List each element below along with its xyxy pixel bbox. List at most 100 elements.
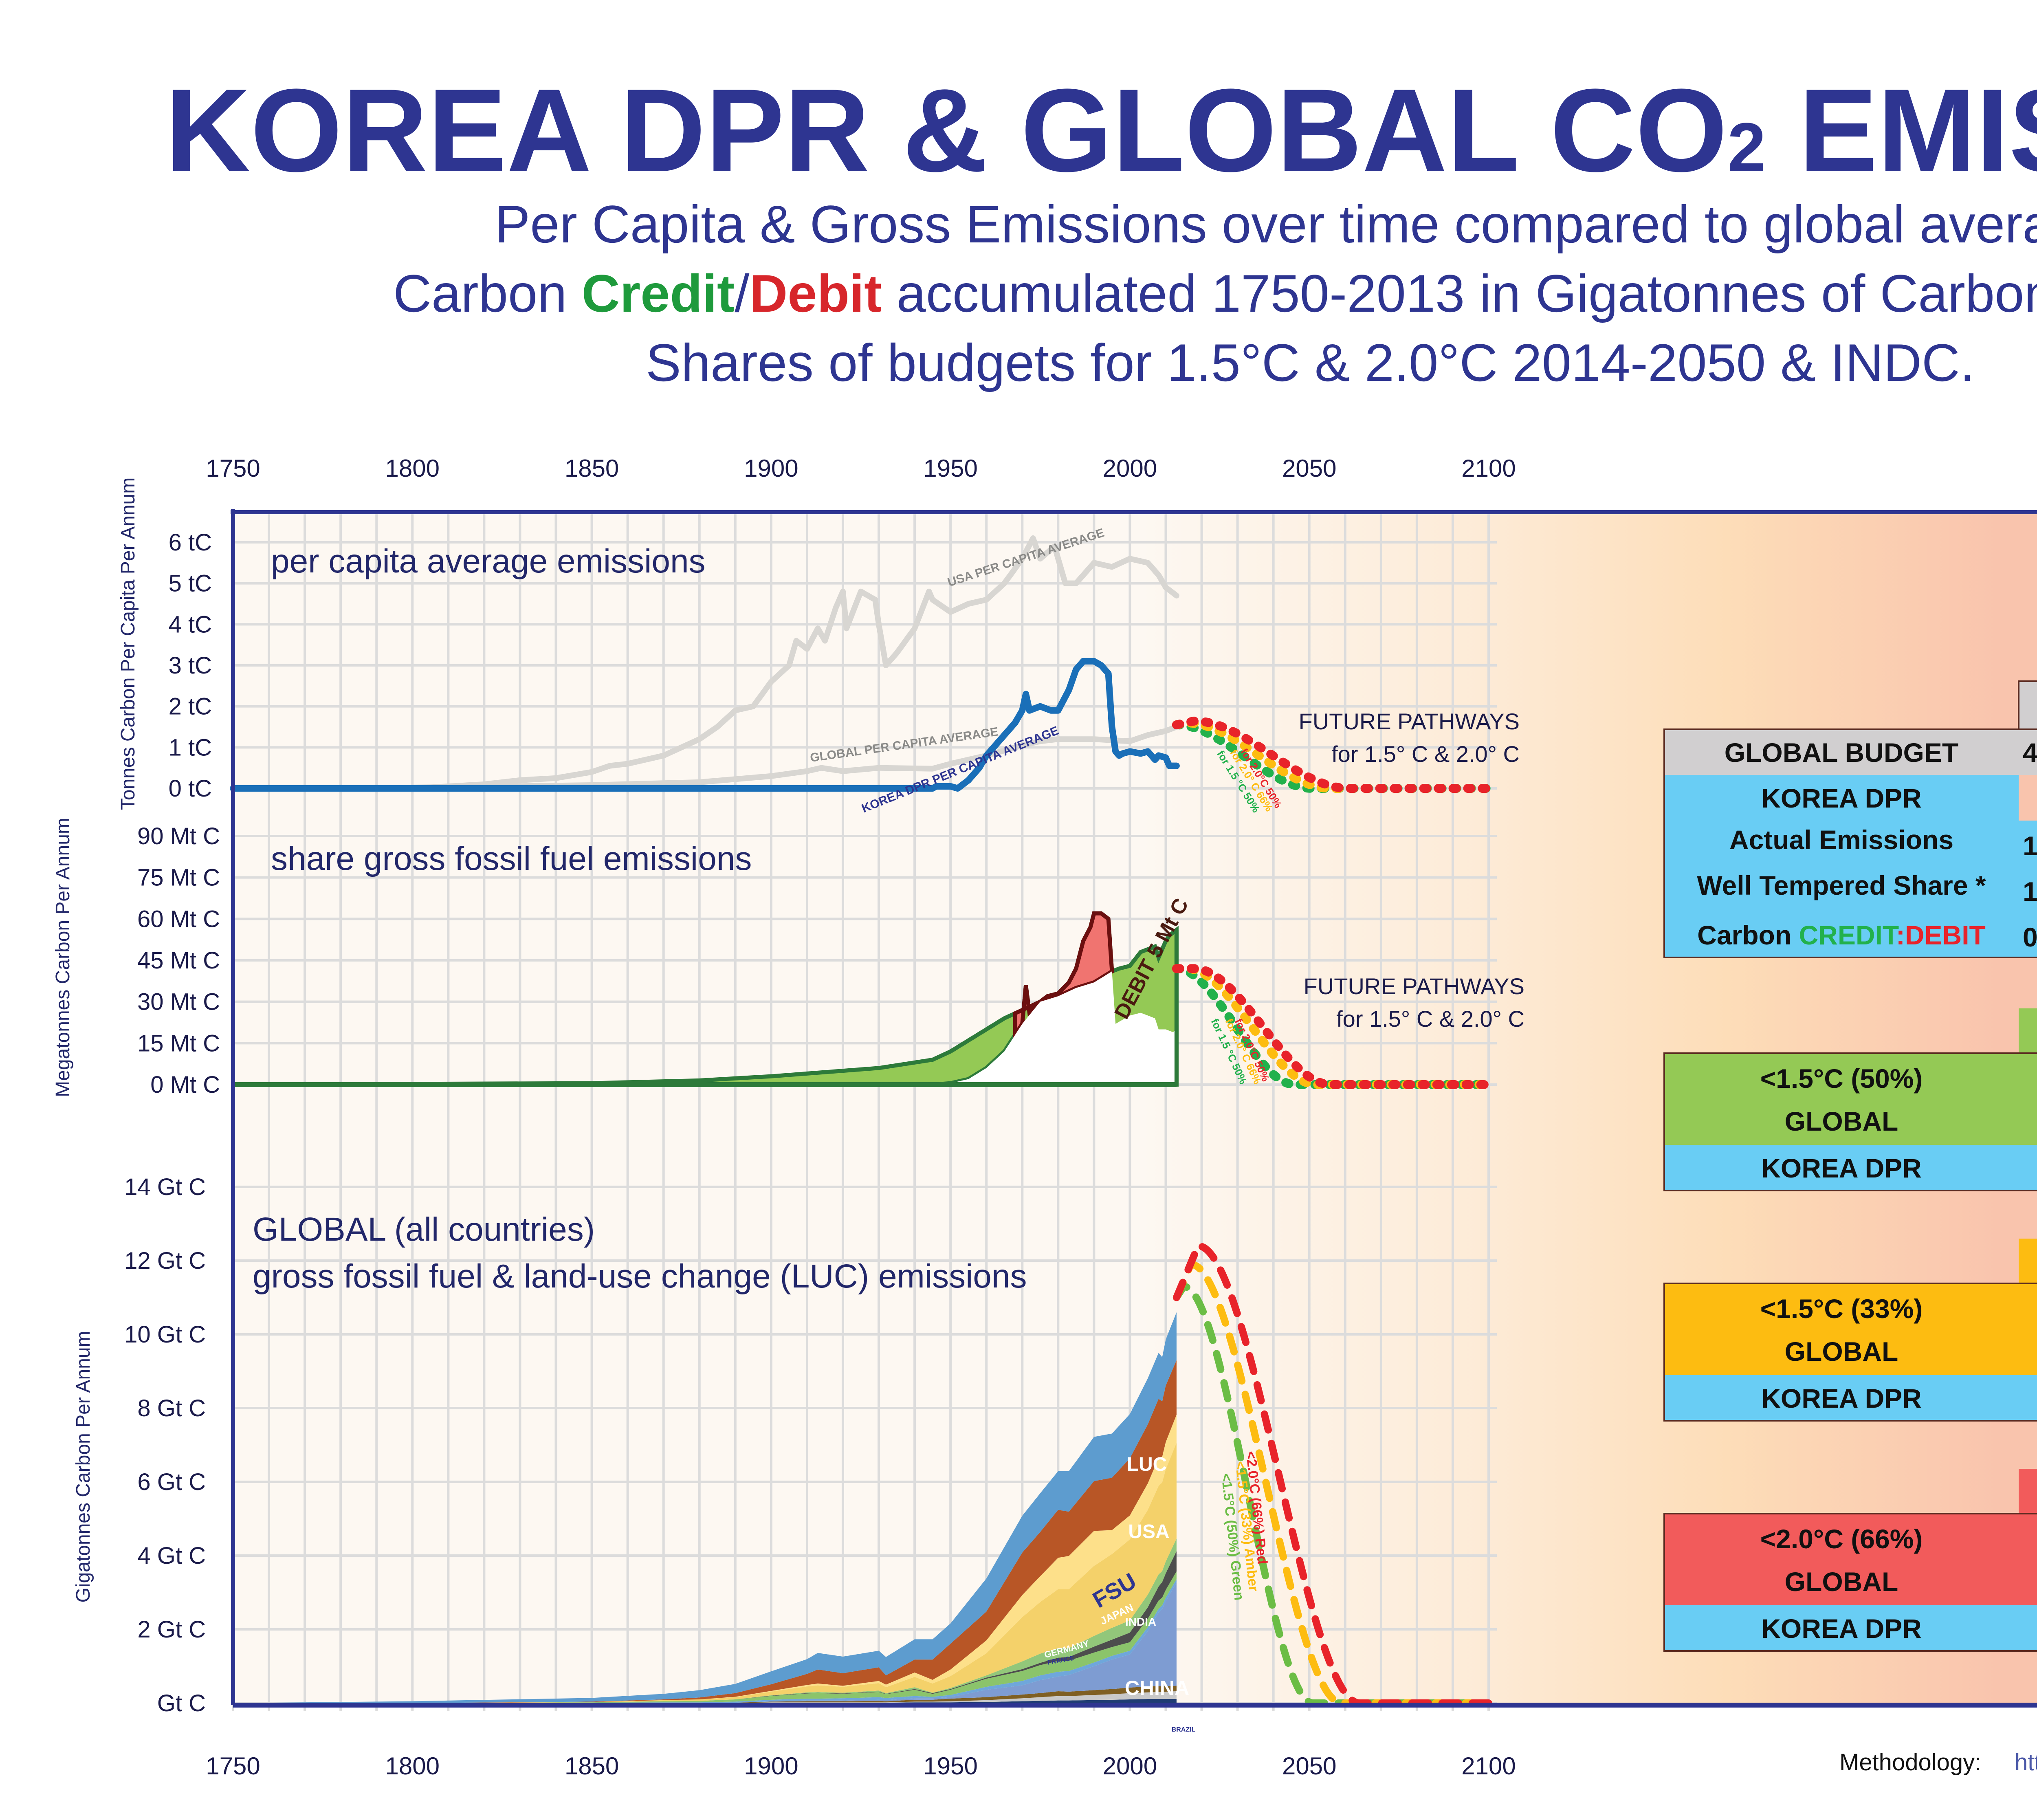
stacked-area-label: CANADA <box>1143 1724 1171 1731</box>
y-tick-label-per-capita: 3 tC <box>169 652 212 679</box>
table-high-global-label: GLOBAL <box>1785 1567 1898 1597</box>
debit-area <box>1013 911 1114 1042</box>
y-tick-label-gross: 90 Mt C <box>137 823 220 849</box>
y-tick-label-global: 2 Gt C <box>137 1616 206 1643</box>
debit-word: Debit <box>749 264 882 323</box>
table-low-global-label: GLOBAL <box>1785 1106 1898 1136</box>
y-tick-label-global: 14 Gt C <box>124 1174 206 1200</box>
y-tick-label-gross: 45 Mt C <box>137 947 220 974</box>
credit-word: CREDIT <box>1799 920 1899 950</box>
table-medium-header-bg <box>2019 1239 2037 1283</box>
y-tick-label-per-capita: 5 tC <box>169 570 212 597</box>
y-axis-title-per-capita: Tonnes Carbon Per Capita Per Annum <box>117 478 139 810</box>
y-tick-label-global: 8 Gt C <box>137 1395 206 1422</box>
stacked-area-label: INDIA <box>1125 1615 1156 1628</box>
table-past-credit-debit-label: Carbon CREDIT:DEBIT <box>1697 920 1986 950</box>
y-tick-label-global: 10 Gt C <box>124 1321 206 1348</box>
gross-fossil-chart <box>233 911 1179 1087</box>
subtitle-line-1: Per Capita & Gross Emissions over time c… <box>495 194 2037 254</box>
pathway-for-2-0-c-50- <box>1172 964 1493 1089</box>
debit-word: DEBIT <box>1905 920 1986 950</box>
x-tick-label-bottom: 1950 <box>923 1752 977 1780</box>
y-tick-label-global: 12 Gt C <box>124 1248 206 1274</box>
plot-frame <box>231 509 2037 1708</box>
methodology-link[interactable]: http://www.gci.org.uk/Easy_Visualization… <box>2015 1749 2037 1776</box>
table-past-header-bg <box>2018 680 2037 730</box>
methodology-label: Methodology: <box>1839 1749 1981 1776</box>
table-low-scenario: <1.5°C (50%) <box>1760 1063 1923 1094</box>
pathway-for-2-0-c-50- <box>1172 716 1493 793</box>
table-high-country-bg <box>1664 1605 2037 1651</box>
y-tick-label-per-capita: 2 tC <box>169 693 212 720</box>
table-high-body-bg <box>1664 1514 2037 1605</box>
table-high-scenario: <2.0°C (66%) <box>1760 1524 1923 1554</box>
y-tick-label-gross: 30 Mt C <box>137 989 220 1015</box>
credit-debit-prefix: Carbon <box>1697 920 1799 950</box>
x-tick-label-bottom: 1900 <box>744 1752 798 1780</box>
future-pathways-label-top-2: for 1.5° C & 2.0° C <box>1331 741 1520 767</box>
table-low-border <box>1663 1052 2037 1191</box>
subtitle-line-2: Carbon Credit/Debit accumulated 1750-201… <box>393 264 2037 323</box>
x-tick-label-bottom: 2100 <box>1461 1752 1516 1780</box>
table-past-korea-label: KOREA DPR <box>1761 783 1922 813</box>
table-low-country-label: KOREA DPR <box>1761 1153 1922 1183</box>
table-past-korea-label-bg <box>1664 775 2019 821</box>
table-medium-global-label: GLOBAL <box>1785 1336 1898 1367</box>
stacked-area-label: AUSTRALIA <box>1158 1735 1189 1741</box>
panel-label-per-capita: per capita average emissions <box>271 543 706 580</box>
header: KOREA DPR & GLOBAL CO2 EMISSIONS Per Cap… <box>165 64 2037 392</box>
table-past-global-row-bg <box>1664 729 2037 775</box>
x-tick-label-bottom: 1800 <box>385 1752 440 1780</box>
table-low-country-bg <box>1664 1145 2037 1191</box>
x-tick-label-bottom: 2050 <box>1282 1752 1336 1780</box>
x-tick-label-top: 1950 <box>923 455 977 482</box>
table-past-row-value: 1.619 Gt C <box>2023 876 2037 907</box>
y-axis-title-gross: Megatonnes Carbon Per Annum <box>52 818 74 1097</box>
y-tick-label-gross: 60 Mt C <box>137 906 220 932</box>
table-medium-scenario: <1.5°C (33%) <box>1760 1294 1923 1324</box>
y-tick-label-gross: 0 Mt C <box>150 1072 220 1098</box>
x-tick-label-top: 1900 <box>744 455 798 482</box>
table-past-row-label: Actual Emissions <box>1729 825 1953 855</box>
y-tick-label-global: 4 Gt C <box>137 1543 206 1569</box>
table-medium-border <box>1663 1283 2037 1422</box>
x-tick-label-bottom: 1750 <box>206 1752 260 1780</box>
table-high-country-label: KOREA DPR <box>1761 1613 1922 1644</box>
x-tick-label-top: 1850 <box>565 455 619 482</box>
stacked-area-label: USA <box>1128 1521 1169 1543</box>
credit-word: Credit <box>582 264 735 323</box>
table-past-korea-rows-bg <box>1664 821 2037 957</box>
y-tick-label-per-capita: 6 tC <box>169 529 212 556</box>
subtitle-line-3: Shares of budgets for 1.5°C & 2.0°C 2014… <box>646 333 1975 392</box>
y-tick-label-per-capita: 0 tC <box>169 775 212 802</box>
stacked-area-label: CHINA <box>1125 1677 1189 1699</box>
x-tick-label-top: 2050 <box>1282 455 1336 482</box>
x-tick-label-bottom: 1850 <box>565 1752 619 1780</box>
series-line-usa-per-capita-average <box>409 535 1179 791</box>
table-past-row-label: Well Tempered Share * <box>1697 870 1986 900</box>
series-line-global-per-capita-average <box>230 724 1179 791</box>
white-area <box>233 971 1177 1085</box>
future-pathways-label-mid-2: for 1.5° C & 2.0° C <box>1336 1006 1524 1032</box>
panel-label-global: GLOBAL (all countries) <box>253 1211 595 1248</box>
table-past-global-label: GLOBAL BUDGET <box>1725 737 1958 768</box>
axes: 1750 1750 1800 1800 1850 1850 1900 1900 1950 1950… <box>124 455 1516 1780</box>
future-pathways-label-mid-1: FUTURE PATHWAYS <box>1304 973 1524 999</box>
y-tick-label-gross: 75 Mt C <box>137 865 220 891</box>
y-tick-label-global: Gt C <box>157 1690 206 1717</box>
series-line-korea-dpr-per-capita-average <box>230 658 1180 792</box>
y-tick-label-per-capita: 4 tC <box>169 611 212 638</box>
table-high-header-bg <box>2019 1469 2037 1514</box>
table-past-row-value: 1.614 Gt C <box>2023 831 2037 861</box>
x-tick-label-top: 1800 <box>385 455 440 482</box>
table-past-credit-value: 0.005 Gt C <box>2023 922 2037 952</box>
panel-label-gross-fossil: share gross fossil fuel emissions <box>271 840 752 877</box>
x-tick-label-top: 2000 <box>1103 455 1157 482</box>
table-low-body-bg <box>1664 1053 2037 1145</box>
table-medium-body-bg <box>1664 1283 2037 1375</box>
table-past-border <box>1663 728 2037 958</box>
x-tick-label-top: 1750 <box>206 455 260 482</box>
table-medium-country-label: KOREA DPR <box>1761 1383 1922 1413</box>
